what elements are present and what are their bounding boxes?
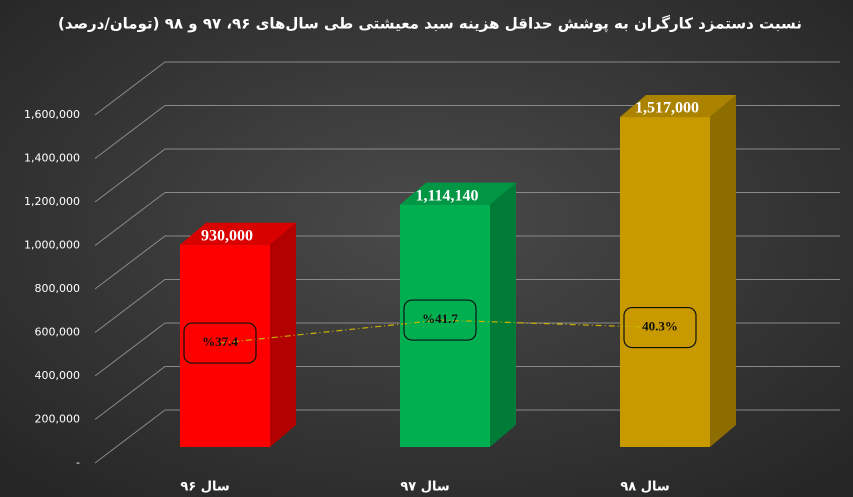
percent-label: 40.3%: [642, 319, 678, 334]
value-label: 1,114,140: [415, 187, 478, 204]
percent-box: [183, 322, 257, 364]
percent-label: %37.4: [202, 334, 238, 349]
value-label: 930,000: [201, 227, 253, 244]
bar-side: [270, 222, 296, 447]
line: [219, 319, 661, 344]
y-tick-label: -: [76, 456, 80, 469]
grid-line: [94, 366, 840, 420]
value-label: 1,517,000: [635, 100, 699, 117]
grid-line: [94, 409, 840, 464]
y-tick-label: 200,000: [35, 413, 81, 426]
y-tick-label: 800,000: [35, 282, 81, 295]
bar: [400, 204, 490, 447]
chart-title: نسبت دستمزد کارگران به پوشش حداقل هزینه …: [58, 15, 802, 34]
grid-line: [94, 279, 840, 333]
y-tick-label: 1,200,000: [24, 195, 80, 208]
x-tick-label: سال ۹۶: [180, 480, 229, 495]
bar-top: [620, 95, 736, 118]
grid-line: [94, 192, 840, 246]
grid-line: [94, 322, 840, 377]
bar: [620, 117, 710, 448]
grid-line: [94, 61, 840, 116]
grid-line: [94, 235, 840, 290]
bar-top: [180, 222, 296, 245]
grid-line: [94, 148, 840, 203]
percent-box: [623, 306, 697, 349]
bar-side: [710, 95, 736, 448]
bar: [180, 244, 270, 447]
y-tick-label: 1,600,000: [24, 108, 80, 121]
y-tick-label: 1,400,000: [24, 152, 80, 165]
percent-box: [403, 299, 477, 341]
x-tick-label: سال ۹۸: [620, 480, 669, 495]
percent-label: %41.7: [422, 311, 458, 326]
y-tick-label: 400,000: [35, 369, 81, 382]
y-tick-label: 600,000: [35, 326, 81, 339]
y-tick-label: 1,000,000: [24, 239, 80, 252]
bar-side: [490, 182, 516, 447]
x-tick-label: سال ۹۷: [400, 480, 449, 495]
grid-line: [94, 105, 840, 159]
bar-top: [400, 182, 516, 205]
